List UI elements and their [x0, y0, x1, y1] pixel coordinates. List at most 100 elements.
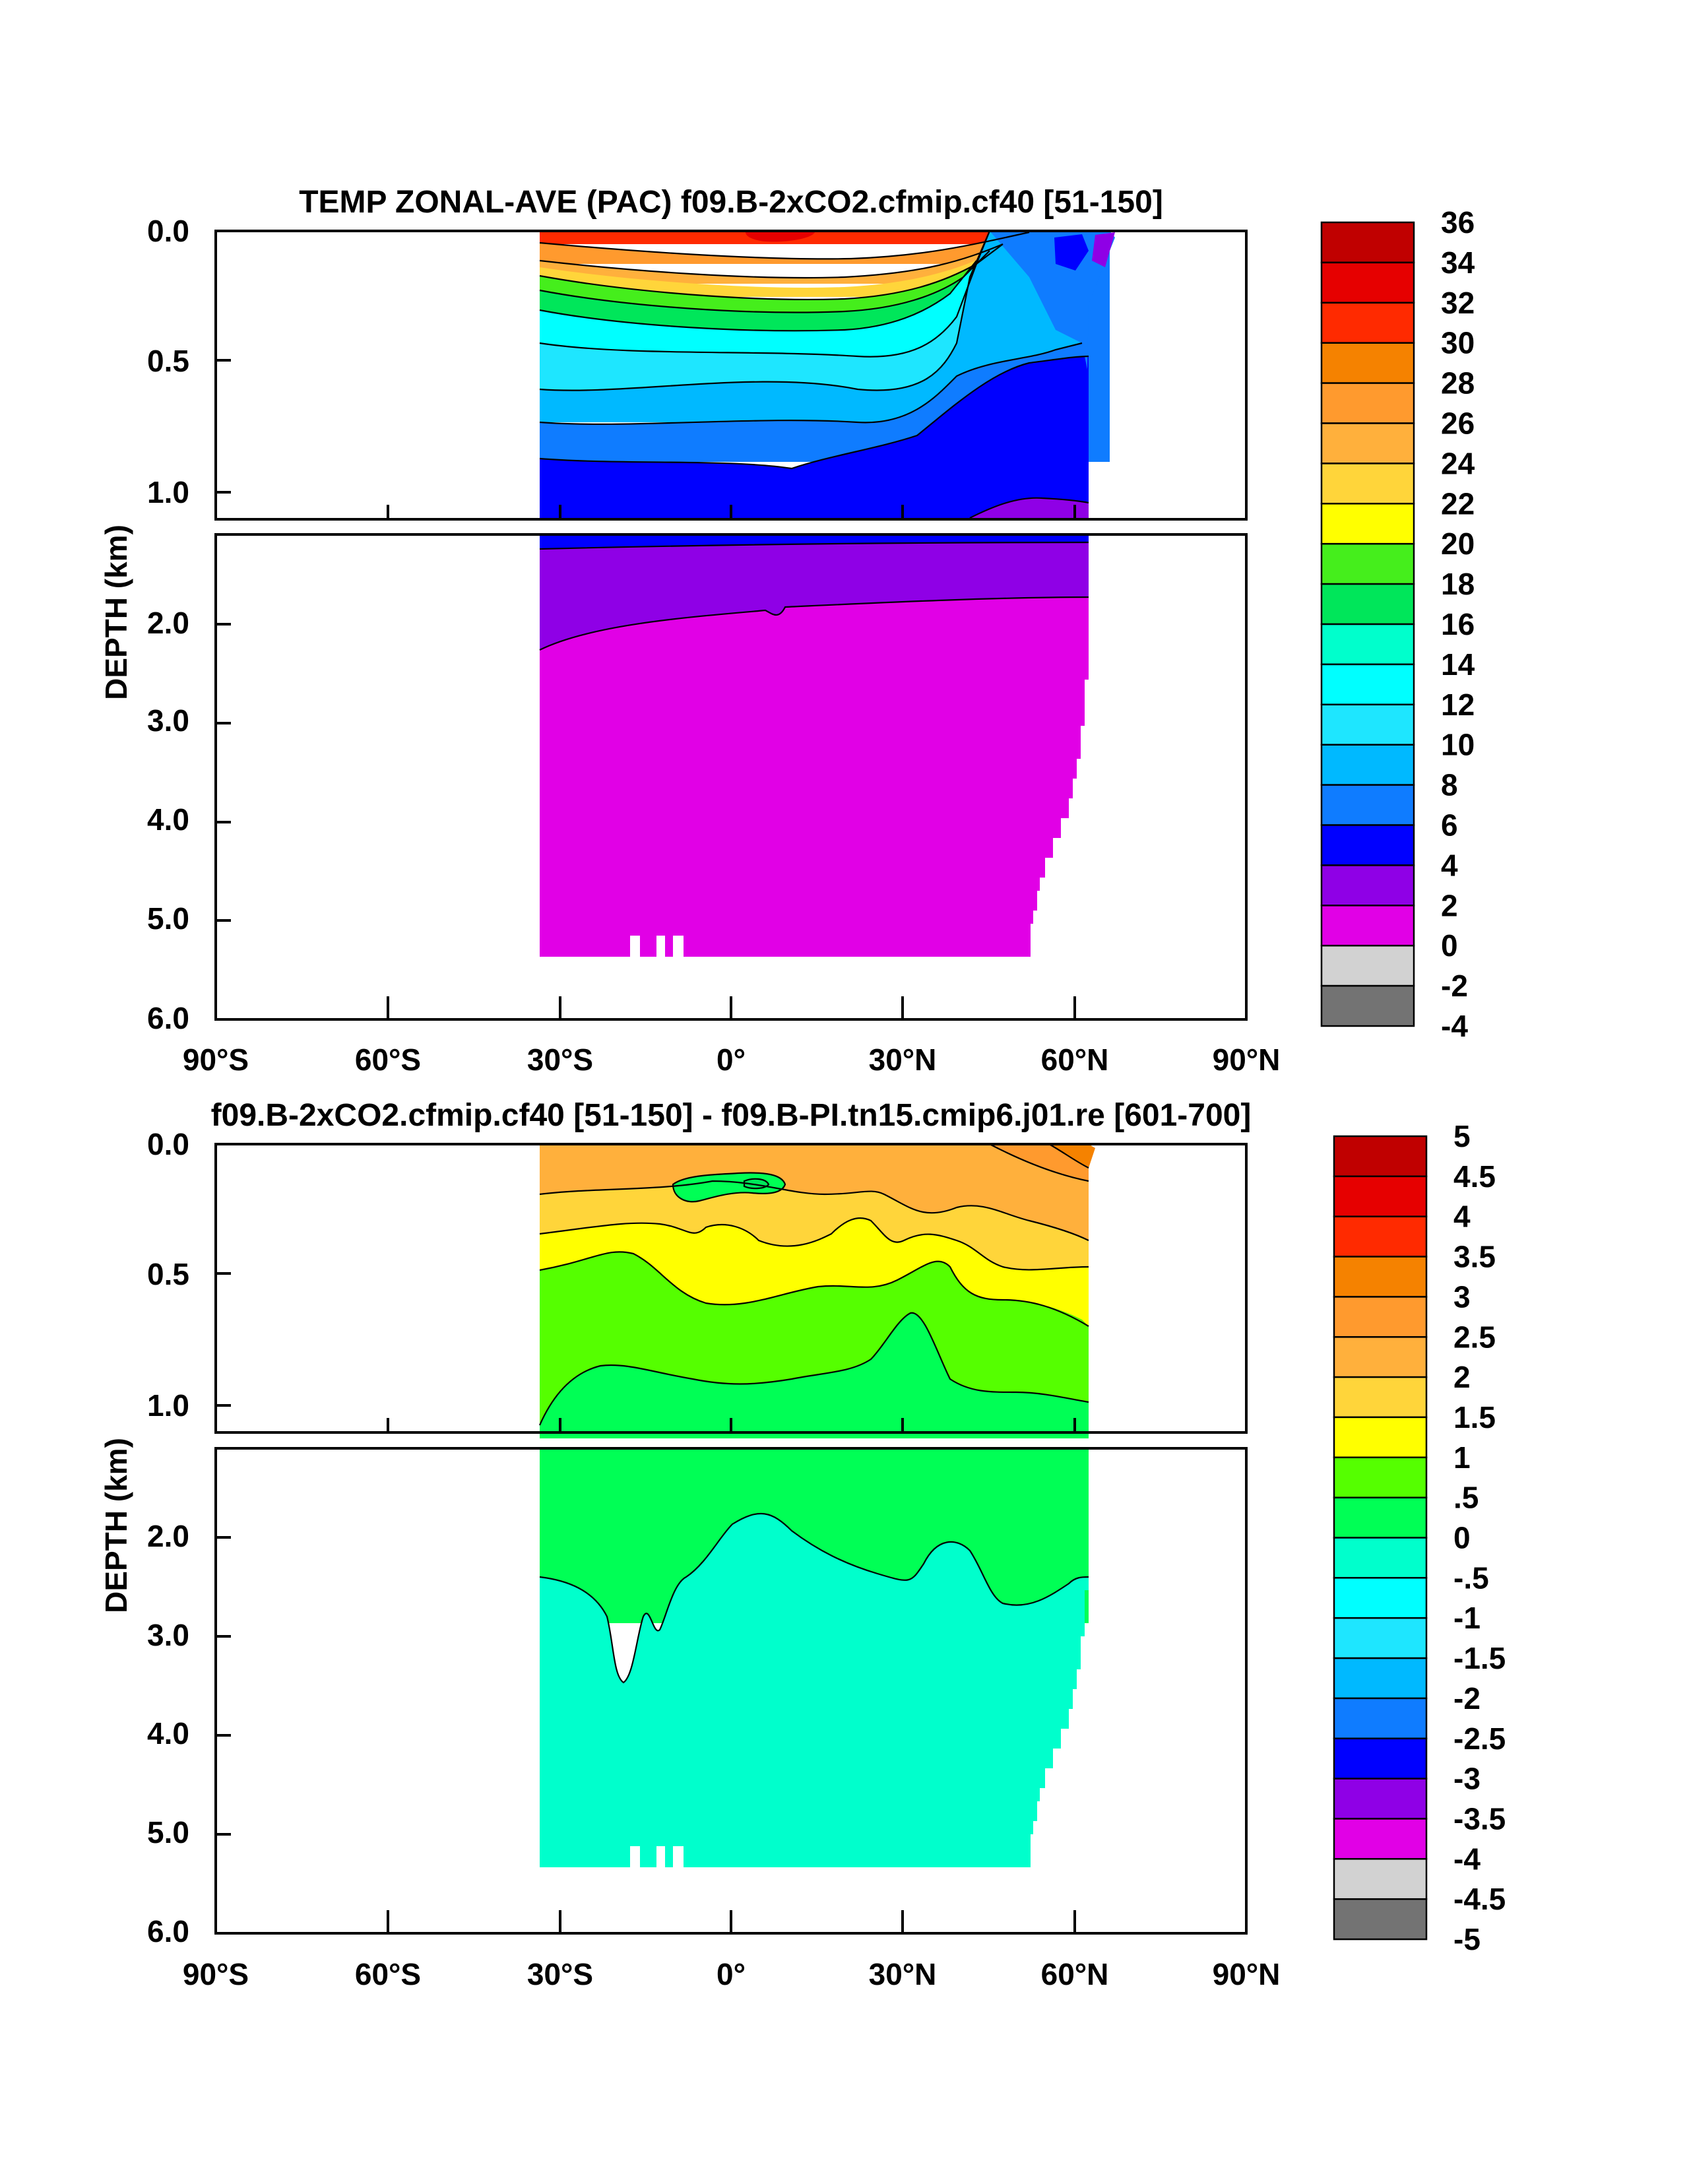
xtick-top-2: 30°S — [527, 1043, 593, 1077]
ytick-bottom-4: 3.0 — [147, 1618, 189, 1652]
colorbar-top-label: 30 — [1441, 326, 1475, 360]
colorbar-bottom-label: -4 — [1453, 1842, 1481, 1876]
contour-b-6 — [538, 1312, 1089, 1426]
colorbar-top-label: 20 — [1441, 527, 1475, 561]
colorbar-bottom-label: .5 — [1453, 1481, 1479, 1515]
colorbar-top-label: 22 — [1441, 486, 1475, 521]
colorbar-top-label: 16 — [1441, 607, 1475, 641]
colorbar-top-swatch — [1320, 221, 1415, 264]
panel-bottom-colorbar: 54.543.532.521.51.50-.5-1-1.5-2-2.5-3-3.… — [1333, 1119, 1506, 1956]
colorbar-top-swatch — [1320, 342, 1415, 384]
contour-b-4 — [539, 1217, 1089, 1271]
colorbar-bottom-label: -1.5 — [1453, 1641, 1506, 1675]
contour-b-3 — [539, 1180, 1089, 1241]
colorbar-bottom-label: -2.5 — [1453, 1721, 1506, 1756]
colorbar-bottom-label: 1 — [1453, 1440, 1471, 1475]
colorbar-top-swatch — [1320, 663, 1415, 706]
colorbar-top-swatch — [1320, 784, 1415, 826]
contour-t-4 — [539, 250, 990, 313]
xtick-bottom-1: 60°S — [355, 1957, 421, 1991]
colorbar-top-label: 4 — [1441, 848, 1458, 882]
colorbar-top-swatch — [1320, 905, 1415, 947]
panel-bottom-title: f09.B-2xCO2.cfmip.cf40 [51-150] - f09.B-… — [211, 1098, 1252, 1133]
contour-t-8 — [539, 342, 1083, 425]
colorbar-bottom-swatch — [1333, 1577, 1428, 1619]
contour-t-6 — [539, 230, 991, 358]
colorbar-bottom-label: 4 — [1453, 1200, 1471, 1234]
colorbar-bottom-swatch — [1333, 1215, 1428, 1258]
colorbar-top-swatch — [1320, 623, 1415, 666]
band-t-2-top-corner — [1092, 232, 1115, 267]
xtick-bottom-5: 60°N — [1041, 1957, 1109, 1991]
band-t-6-top-corner — [990, 231, 1115, 369]
contour-t-12 — [539, 596, 1089, 651]
contour-t-7 — [539, 230, 991, 391]
colorbar-top-swatch — [1320, 703, 1415, 746]
colorbar-bottom-swatch — [1333, 1898, 1428, 1941]
colorbar-top-label: 8 — [1441, 768, 1458, 802]
colorbar-bottom-swatch — [1333, 1697, 1428, 1740]
ytick-top-6: 5.0 — [147, 901, 189, 936]
panel-top-xticks: 90°S 60°S 30°S 0° 30°N 60°N 90°N — [183, 359, 1280, 1077]
ytick-top-0: 0.0 — [147, 214, 189, 248]
colorbar-bottom-label: -3.5 — [1453, 1801, 1506, 1836]
xtick-marks-top — [216, 359, 1076, 1019]
xtick-marks-bottom — [216, 1272, 1076, 1933]
ytick-bottom-1: 0.5 — [147, 1257, 189, 1291]
colorbar-top-label: 0 — [1441, 928, 1458, 963]
colorbar-bottom-swatch — [1333, 1778, 1428, 1820]
contour-b-1 — [989, 1143, 1089, 1182]
colorbar-bottom-swatch — [1333, 1256, 1428, 1298]
panel-bottom-ylabel: DEPTH (km) — [99, 1438, 133, 1613]
colorbar-bottom-label: 4.5 — [1453, 1159, 1496, 1194]
contour-b-9 — [539, 1512, 1089, 1684]
panel-bottom-xticks: 90°S 60°S 30°S 0° 30°N 60°N 90°N — [183, 1272, 1280, 1991]
xtick-top-4: 30°N — [869, 1043, 937, 1077]
colorbar-top-swatch — [1320, 583, 1415, 626]
colorbar-top-label: 2 — [1441, 888, 1458, 922]
ytick-bottom-2: 1.0 — [147, 1388, 189, 1423]
xtick-bottom-4: 30°N — [869, 1957, 937, 1991]
colorbar-bottom-label: -4.5 — [1453, 1882, 1506, 1916]
band-t-0-lower — [540, 597, 1089, 957]
ytick-top-1: 0.5 — [147, 344, 189, 378]
colorbar-top-label: 12 — [1441, 688, 1475, 722]
xtick-top-3: 0° — [717, 1043, 746, 1077]
panel-top-yticks: 0.0 0.5 1.0 2.0 3.0 4.0 5.0 6.0 — [147, 214, 189, 1035]
colorbar-top-label: -2 — [1441, 969, 1468, 1003]
ytick-bottom-6: 5.0 — [147, 1815, 189, 1849]
colorbar-bottom-label: 3.5 — [1453, 1240, 1496, 1274]
colorbar-bottom-swatch — [1333, 1456, 1428, 1498]
colorbar-top-swatch — [1320, 864, 1415, 907]
panel-bottom-plot: 0.0 0.5 1.0 2.0 3.0 4.0 5.0 6.0 90°S 60°… — [147, 1127, 1280, 1991]
xtick-bottom-2: 30°S — [527, 1957, 593, 1991]
colorbar-top-label: 14 — [1441, 647, 1475, 682]
contour-b-7 — [672, 1172, 786, 1203]
xtick-top-5: 60°N — [1041, 1043, 1109, 1077]
contour-b-2 — [1048, 1143, 1089, 1169]
colorbar-bottom-label: -3 — [1453, 1762, 1481, 1796]
colorbar-top-label: -4 — [1441, 1009, 1468, 1043]
colorbar-bottom-label: -5 — [1453, 1922, 1481, 1956]
colorbar-top-swatch — [1320, 463, 1415, 505]
ytick-bottom-0: 0.0 — [147, 1127, 189, 1161]
band-b-0-lower — [540, 1513, 1089, 1867]
band-t-4 — [540, 356, 1089, 518]
colorbar-top-swatch — [1320, 984, 1415, 1027]
colorbar-top-swatch — [1320, 744, 1415, 786]
colorbar-top-label: 26 — [1441, 406, 1475, 441]
colorbar-bottom-label: 5 — [1453, 1119, 1471, 1153]
colorbar-top-swatch — [1320, 503, 1415, 545]
contour-b-8 — [743, 1178, 770, 1190]
colorbar-top-swatch — [1320, 824, 1415, 866]
colorbar-bottom-swatch — [1333, 1416, 1428, 1459]
colorbar-bottom-swatch — [1333, 1657, 1428, 1700]
contour-b-5 — [539, 1251, 1089, 1327]
contour-t-5 — [539, 260, 977, 332]
colorbar-top-swatch — [1320, 944, 1415, 987]
colorbar-bottom-swatch — [1333, 1336, 1428, 1378]
colorbar-top-label: 34 — [1441, 245, 1475, 280]
colorbar-bottom-swatch — [1333, 1537, 1428, 1579]
